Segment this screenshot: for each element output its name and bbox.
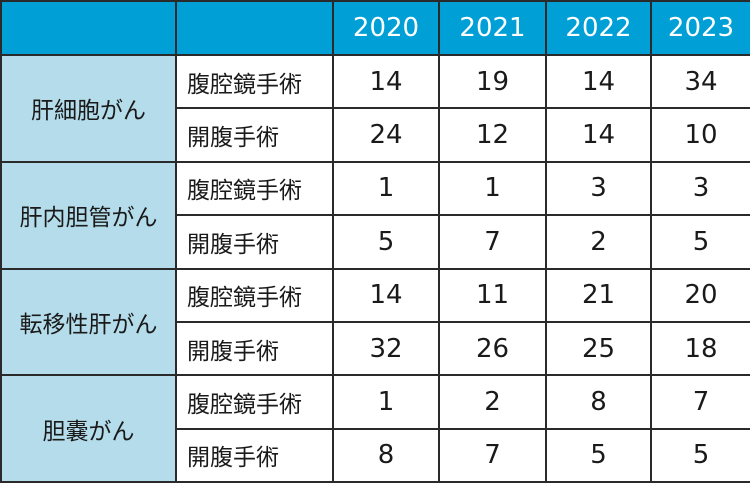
table-row: 開腹手術 8 7 5 5 [1,427,750,483]
surgery-type-cell: 開腹手術 [175,320,334,377]
surgery-type-cell: 腹腔鏡手術 [175,374,334,430]
value-cell: 8 [545,374,652,430]
cancer-type-cell: 肝細胞がん [0,54,177,163]
year-header: 2022 [545,0,652,56]
value-cell: 11 [438,267,547,323]
value-cell: 14 [332,267,440,323]
value-cell: 8 [332,427,440,483]
value-cell: 7 [438,214,547,270]
year-header: 2023 [650,0,750,56]
surgery-type-cell: 腹腔鏡手術 [175,267,334,323]
value-cell: 32 [332,320,440,377]
value-cell: 3 [545,160,652,217]
value-cell: 25 [545,320,652,377]
value-cell: 5 [650,214,750,270]
surgery-type-cell: 腹腔鏡手術 [175,160,334,217]
value-cell: 5 [545,427,652,483]
surgery-type-cell: 腹腔鏡手術 [175,53,334,110]
value-cell: 12 [438,107,547,163]
value-cell: 5 [650,427,750,483]
value-cell: 1 [332,374,440,430]
cancer-type-cell: 転移性肝がん [0,267,177,377]
value-cell: 3 [650,160,750,217]
surgery-type-cell: 開腹手術 [175,427,334,483]
value-cell: 24 [332,107,440,163]
blank-header [175,0,334,56]
table-row: 肝細胞がん 腹腔鏡手術 14 19 14 34 [0,53,750,163]
value-cell: 1 [332,160,440,217]
value-cell: 14 [545,107,652,163]
table-row: 肝内胆管がん 腹腔鏡手術 1 1 3 3 [0,160,750,270]
cancer-type-cell: 胆嚢がん [0,374,177,483]
value-cell: 1 [438,160,547,217]
year-header: 2021 [438,0,547,56]
blank-header [0,0,177,56]
table-row: 開腹手術 24 12 14 10 [1,107,750,163]
value-cell: 2 [438,374,547,430]
value-cell: 2 [545,214,652,270]
table-row: 胆嚢がん 腹腔鏡手術 1 2 8 7 [0,374,750,483]
header-row: 2020 2021 2022 2023 [0,0,750,56]
table-row: 開腹手術 32 26 25 18 [1,320,750,377]
value-cell: 19 [438,53,547,110]
value-cell: 14 [332,53,440,110]
value-cell: 20 [650,267,750,323]
cancer-type-cell: 肝内胆管がん [0,160,177,270]
value-cell: 26 [438,320,547,377]
value-cell: 14 [545,53,652,110]
value-cell: 34 [650,53,750,110]
value-cell: 18 [650,320,750,377]
value-cell: 5 [332,214,440,270]
surgery-type-cell: 開腹手術 [175,214,334,270]
value-cell: 7 [438,427,547,483]
value-cell: 21 [545,267,652,323]
table-row: 開腹手術 5 7 2 5 [1,214,750,270]
value-cell: 7 [650,374,750,430]
surgery-type-cell: 開腹手術 [175,107,334,163]
year-header: 2020 [332,0,440,56]
table-row: 転移性肝がん 腹腔鏡手術 14 11 21 20 [0,267,750,377]
value-cell: 10 [650,107,750,163]
